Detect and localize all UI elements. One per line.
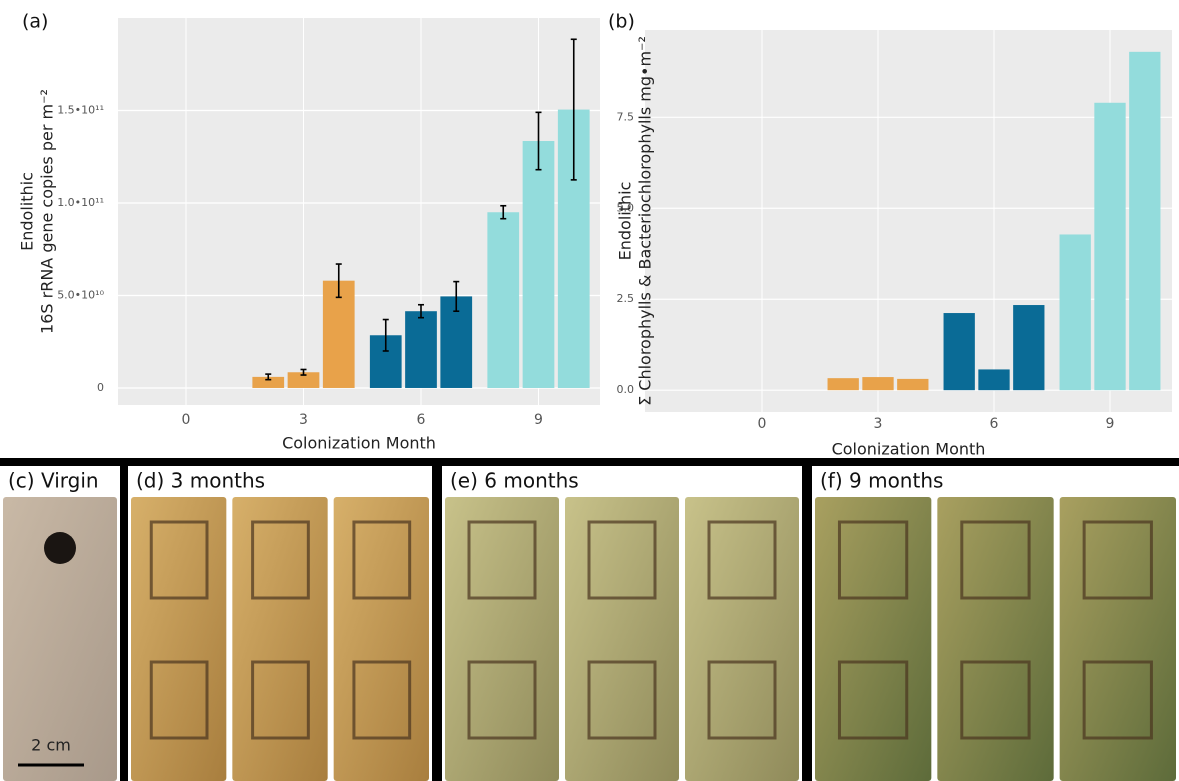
x-tick-label: 9 — [534, 412, 543, 428]
panel-label: (b) — [608, 11, 635, 33]
y-axis-title: Σ Chlorophylls & Bacteriochlorophylls mg… — [636, 36, 655, 406]
bar — [1094, 103, 1125, 390]
separator — [432, 466, 442, 781]
y-axis-title: 16S rRNA gene copies per m⁻² — [38, 89, 57, 334]
y-tick-label: 0.0 — [617, 383, 635, 396]
bar — [862, 377, 893, 390]
panel-label: (a) — [22, 11, 48, 33]
separator — [0, 458, 1179, 466]
x-tick-label: 6 — [990, 416, 999, 432]
plot-background — [645, 30, 1172, 412]
y-tick-label: 7.5 — [617, 110, 635, 123]
x-tick-label: 0 — [182, 412, 191, 428]
x-axis-title: Colonization Month — [832, 440, 986, 459]
y-tick-label: 5.0•10¹⁰ — [57, 288, 104, 301]
x-tick-label: 9 — [1106, 416, 1115, 432]
photo-label: (c) Virgin — [8, 469, 99, 493]
photo-label: (d) 3 months — [136, 469, 265, 493]
y-axis-title: Endolithic — [18, 172, 37, 251]
x-tick-label: 3 — [299, 412, 308, 428]
separator — [120, 466, 128, 781]
bar — [897, 379, 928, 390]
bar — [944, 313, 975, 390]
x-axis-title: Colonization Month — [282, 434, 436, 453]
y-tick-label: 2.5 — [617, 292, 635, 305]
hole — [44, 532, 76, 564]
separator — [802, 466, 812, 781]
bar — [978, 369, 1009, 390]
scale-label: 2 cm — [31, 736, 71, 755]
photo-label: (e) 6 months — [450, 469, 579, 493]
y-tick-label: 0 — [97, 381, 104, 394]
photo-label: (f) 9 months — [820, 469, 943, 493]
bar — [1129, 52, 1160, 390]
figure: 0 5.0•10¹⁰ 1.0•10¹¹ 1.5•10¹¹ 0 3 6 9 Colonizatio… — [0, 0, 1179, 781]
x-tick-label: 3 — [874, 416, 883, 432]
bar — [523, 141, 555, 388]
bar — [405, 311, 437, 388]
bar — [1060, 234, 1091, 390]
y-tick-label: 1.5•10¹¹ — [57, 103, 104, 116]
bar — [1013, 305, 1044, 390]
x-tick-label: 6 — [417, 412, 426, 428]
x-tick-label: 0 — [758, 416, 767, 432]
y-tick-label: 1.0•10¹¹ — [57, 196, 104, 209]
bar — [487, 212, 519, 388]
y-axis-title: Endolithic — [616, 182, 635, 261]
bar — [828, 378, 859, 390]
